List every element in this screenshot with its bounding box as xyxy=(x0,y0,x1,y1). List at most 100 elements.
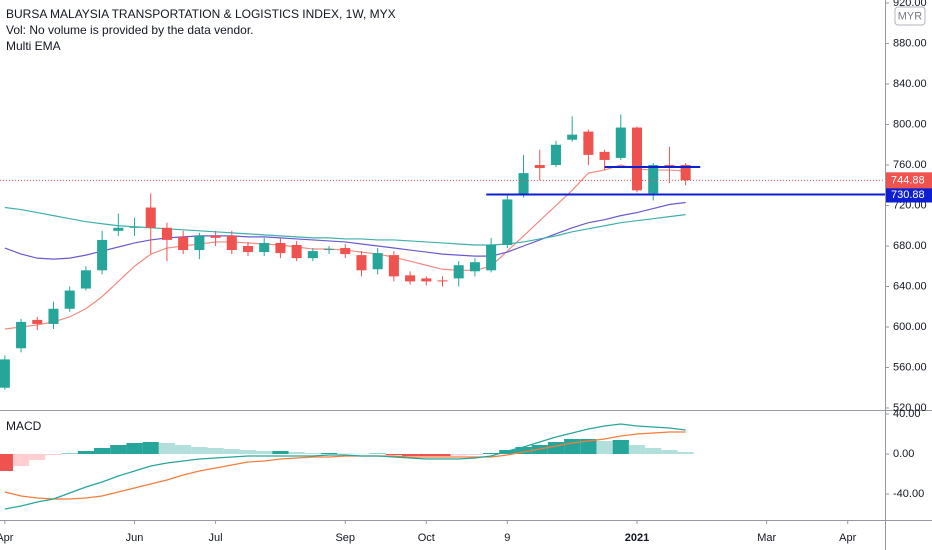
currency-label: MYR xyxy=(898,10,923,22)
candle-body xyxy=(631,127,643,191)
macd-histogram-bar xyxy=(612,440,629,454)
subtitle: Vol: No volume is provided by the data v… xyxy=(6,23,253,37)
ema-line xyxy=(4,201,686,260)
macd-histogram-bar xyxy=(385,454,402,455)
x-tick-label: Apr xyxy=(0,532,14,544)
currency-box xyxy=(894,6,926,26)
candle-body xyxy=(97,239,108,271)
macd-histogram-bar xyxy=(126,443,143,454)
macd-histogram-bar xyxy=(94,448,111,454)
macd-histogram-bar xyxy=(110,445,127,454)
macd-histogram-bar xyxy=(401,454,419,456)
x-tick-label: Sep xyxy=(335,532,355,544)
candle-body xyxy=(32,319,43,324)
y-tick-label: 800.00 xyxy=(893,118,927,130)
macd-histogram-bar xyxy=(677,452,694,454)
macd-tick-label: -40.00 xyxy=(893,488,924,500)
candle-body xyxy=(210,235,221,238)
macd-histogram-bar xyxy=(596,441,613,454)
macd-histogram-bar xyxy=(418,454,435,456)
indicator-name: Multi EMA xyxy=(6,39,61,53)
signal-line xyxy=(4,431,686,500)
macd-histogram-bar xyxy=(207,448,224,454)
candle-body xyxy=(48,308,59,324)
candle-body xyxy=(307,251,318,259)
candle-body xyxy=(178,236,189,251)
candle-body xyxy=(534,165,545,169)
candle-body xyxy=(64,290,75,309)
macd-histogram-bar xyxy=(628,445,646,454)
macd-histogram-bar xyxy=(320,453,338,454)
candle-body xyxy=(226,235,237,251)
candle-body xyxy=(16,321,27,349)
candle-body xyxy=(405,275,416,282)
x-tick-label: Jul xyxy=(209,532,223,544)
candle-body xyxy=(275,242,286,254)
macd-line xyxy=(4,423,686,510)
macd-histogram-bar xyxy=(61,453,78,454)
y-tick-label: 760.00 xyxy=(893,159,927,171)
macd-histogram-bar xyxy=(353,453,370,455)
candle-body xyxy=(567,134,578,140)
candle-body xyxy=(388,255,399,277)
candle-body xyxy=(80,270,91,289)
candle-body xyxy=(161,227,172,240)
candle-body xyxy=(518,173,529,196)
macd-histogram-bar xyxy=(515,447,532,454)
macd-histogram-bar xyxy=(239,450,257,454)
macd-histogram-bar xyxy=(12,454,30,466)
macd-histogram-bar xyxy=(547,442,565,454)
y-tick-label: 520.00 xyxy=(893,402,927,414)
x-tick-label: Mar xyxy=(757,532,776,544)
y-tick-label: 640.00 xyxy=(893,280,927,292)
line-price-label: 730.88 xyxy=(891,189,925,201)
chart-title: BURSA MALAYSIA TRANSPORTATION & LOGISTIC… xyxy=(6,7,396,21)
candle-body xyxy=(129,226,140,228)
x-tick-label: Jun xyxy=(126,532,144,544)
macd-histogram-bar xyxy=(256,451,273,454)
macd-histogram-bar xyxy=(369,453,386,454)
macd-histogram-bar xyxy=(45,454,62,455)
candle-body xyxy=(194,235,205,251)
y-tick-label: 880.00 xyxy=(893,37,927,49)
candle-body xyxy=(324,249,335,251)
macd-histogram-bar xyxy=(499,450,516,454)
macd-histogram-bar xyxy=(580,439,597,454)
candle-body xyxy=(469,262,480,272)
candle-body xyxy=(680,165,691,181)
macd-histogram-bar xyxy=(142,442,159,454)
candle-body xyxy=(615,127,626,158)
candle-body xyxy=(664,165,675,168)
x-tick-label: Oct xyxy=(418,532,435,544)
y-tick-label: 920.00 xyxy=(893,0,927,9)
candle-body xyxy=(453,265,464,279)
macd-histogram-bar xyxy=(288,452,305,454)
macd-histogram-bar xyxy=(450,454,467,456)
candle-body xyxy=(0,359,10,388)
y-tick-label: 680.00 xyxy=(893,240,927,252)
macd-histogram-bar xyxy=(158,443,176,454)
candle-body xyxy=(421,278,432,282)
macd-histogram-bar xyxy=(191,447,208,454)
macd-histogram-bar xyxy=(564,439,581,454)
macd-histogram-bar xyxy=(77,451,95,454)
candle-body xyxy=(486,244,497,271)
candle-body xyxy=(437,280,448,282)
candle-body xyxy=(550,144,561,166)
candle-body xyxy=(242,246,254,253)
macd-histogram-bar xyxy=(29,454,46,460)
last-price-box xyxy=(886,172,932,189)
candle-body xyxy=(291,244,302,259)
candle-body xyxy=(340,248,351,255)
x-tick-label: 2021 xyxy=(625,532,649,544)
macd-histogram-bar xyxy=(304,453,321,454)
macd-histogram-bar xyxy=(337,453,354,454)
macd-histogram-bar xyxy=(223,449,240,454)
candle-body xyxy=(648,165,659,194)
macd-tick-label: 0.00 xyxy=(893,448,914,460)
macd-title: MACD xyxy=(6,419,42,433)
x-tick-label: 9 xyxy=(504,532,510,544)
macd-histogram-bar xyxy=(0,454,13,471)
